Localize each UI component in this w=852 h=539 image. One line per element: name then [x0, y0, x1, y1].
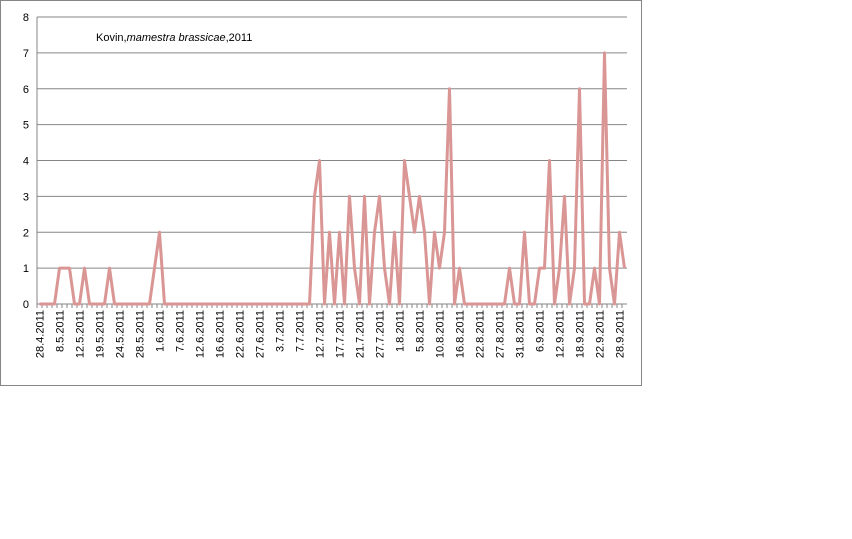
y-tick-label: 5	[23, 120, 29, 132]
chart-title: Kovin,mamestra brassicae,2011	[96, 32, 252, 44]
x-tick-label: 22.6.2011	[235, 310, 247, 358]
x-tick-label: 6.9.2011	[535, 310, 547, 352]
x-tick-label: 19.5.2011	[95, 310, 107, 358]
x-tick-label: 18.9.2011	[575, 310, 587, 358]
x-tick-label: 31.8.2011	[515, 310, 527, 358]
x-tick-label: 7.7.2011	[295, 310, 307, 352]
x-tick-label: 21.7.2011	[355, 310, 367, 358]
x-tick-label: 12.9.2011	[555, 310, 567, 358]
x-tick-label: 16.6.2011	[215, 310, 227, 358]
x-tick-label: 28.4.2011	[35, 310, 47, 358]
x-tick-label: 22.8.2011	[475, 310, 487, 358]
title-prefix: Kovin,	[96, 32, 127, 44]
y-tick-label: 1	[23, 263, 29, 275]
x-tick-label: 28.9.2011	[615, 310, 627, 358]
x-tick-label: 10.8.2011	[435, 310, 447, 358]
x-tick-label: 27.8.2011	[495, 310, 507, 358]
title-species: mamestra brassicae	[127, 32, 226, 44]
x-tick-label: 12.6.2011	[195, 310, 207, 358]
y-tick-label: 4	[23, 156, 29, 168]
x-tick-label: 8.5.2011	[55, 310, 67, 352]
x-tick-label: 3.7.2011	[275, 310, 287, 352]
x-tick-label: 22.9.2011	[595, 310, 607, 358]
x-tick-label: 28.5.2011	[135, 310, 147, 358]
y-tick-label: 8	[23, 12, 29, 24]
x-tick-label: 1.8.2011	[395, 310, 407, 352]
x-tick-label: 12.5.2011	[75, 310, 87, 358]
x-tick-label: 27.6.2011	[255, 310, 267, 358]
y-tick-label: 3	[23, 191, 29, 203]
y-tick-label: 2	[23, 227, 29, 239]
x-tick-label: 7.6.2011	[175, 310, 187, 352]
x-tick-label: 16.8.2011	[455, 310, 467, 358]
y-tick-label: 6	[23, 84, 29, 96]
x-tick-label: 1.6.2011	[155, 310, 167, 352]
x-tick-label: 24.5.2011	[115, 310, 127, 358]
x-tick-label: 5.8.2011	[415, 310, 427, 352]
y-tick-label: 7	[23, 48, 29, 60]
x-tick-label: 27.7.2011	[375, 310, 387, 358]
y-tick-label: 0	[23, 299, 29, 311]
x-tick-label: 12.7.2011	[315, 310, 327, 358]
series-line	[39, 51, 626, 306]
x-tick-label: 17.7.2011	[335, 310, 347, 358]
title-suffix: ,2011	[226, 32, 253, 44]
